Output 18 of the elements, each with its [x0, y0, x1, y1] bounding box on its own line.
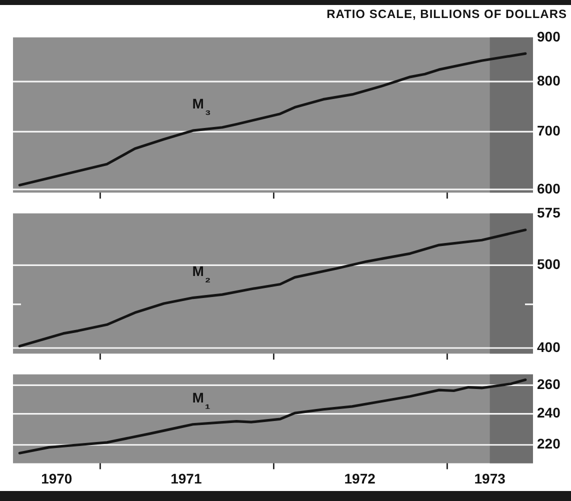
y-tick-label: 220 — [537, 436, 561, 452]
y-tick-label: 700 — [537, 122, 561, 139]
series-label: M₃ — [192, 96, 211, 118]
y-tick-label: 600 — [537, 180, 561, 196]
y-tick-label: 575 — [537, 204, 561, 220]
y-tick-label: 500 — [537, 256, 561, 272]
x-tick-label: 1972 — [344, 470, 376, 486]
y-tick-label: 240 — [537, 404, 561, 421]
y-tick-label: 400 — [537, 338, 561, 355]
x-tick-label: 1973 — [474, 470, 506, 486]
x-tick-label: 1970 — [41, 470, 72, 486]
series-label: M₁ — [192, 389, 210, 412]
y-tick-label: 800 — [537, 72, 561, 88]
series-label: M₂ — [192, 262, 211, 285]
y-tick-label: 900 — [537, 28, 561, 44]
y-tick-label: 260 — [537, 376, 561, 392]
y-axis-title: RATIO SCALE, BILLIONS OF DOLLARS — [326, 7, 567, 21]
x-tick-label: 1971 — [170, 470, 202, 486]
